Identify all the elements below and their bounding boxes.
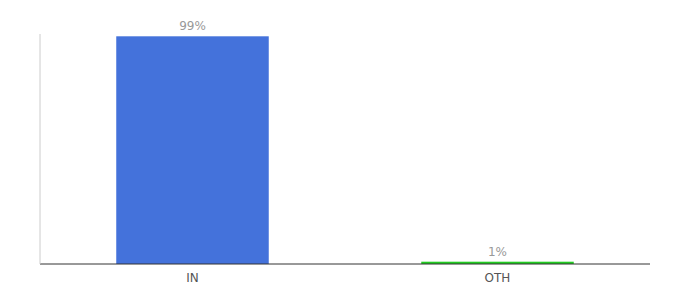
x-tick-label: OTH (485, 271, 511, 285)
chart-container: IN OTH 99% 1% (0, 0, 680, 300)
data-label: 99% (179, 19, 206, 33)
chart: IN OTH 99% 1% (0, 0, 680, 300)
y-axis-line (40, 34, 41, 264)
x-tick-label: IN (186, 271, 199, 285)
bar (116, 36, 269, 264)
bars (116, 36, 574, 264)
data-label: 1% (488, 245, 507, 259)
x-axis-line (40, 264, 650, 265)
